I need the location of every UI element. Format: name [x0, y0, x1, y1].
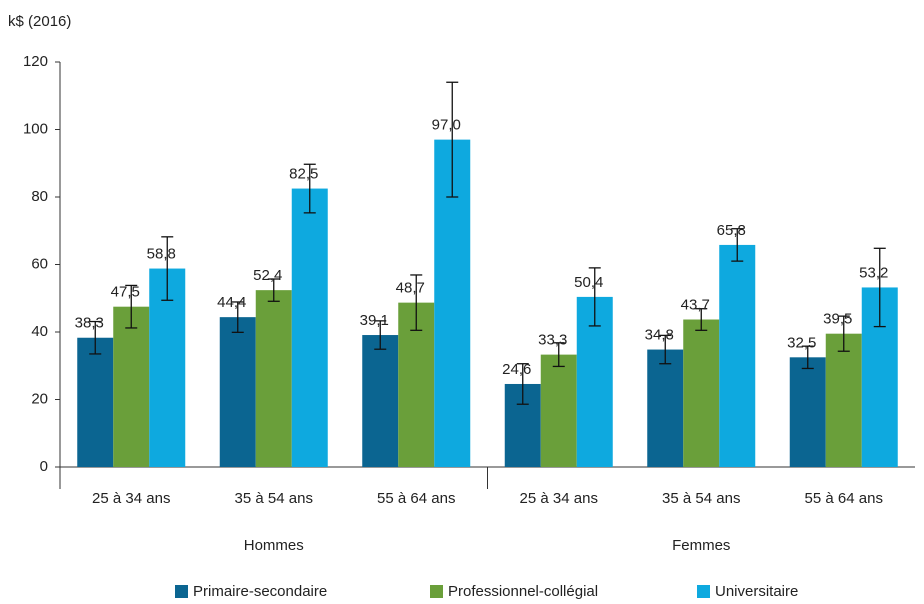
- bar: [683, 319, 720, 467]
- legend-label: Professionnel-collégial: [448, 583, 598, 600]
- value-label: 48,7: [396, 280, 425, 297]
- value-label: 43,7: [681, 296, 710, 313]
- bar: [149, 268, 186, 467]
- bar: [825, 333, 862, 467]
- group-label: Femmes: [672, 537, 730, 554]
- y-tick-label: 60: [31, 255, 48, 272]
- legend-label: Primaire-secondaire: [193, 583, 327, 600]
- value-label: 44,4: [217, 294, 246, 311]
- bar: [362, 335, 399, 467]
- bar: [77, 337, 114, 467]
- value-label: 33,3: [538, 332, 567, 349]
- bar: [647, 349, 684, 467]
- y-axis-label: k$ (2016): [8, 13, 71, 30]
- bar: [113, 306, 150, 467]
- x-tick-label: 55 à 64 ans: [805, 490, 883, 507]
- value-label: 53,2: [859, 264, 888, 281]
- y-tick-label: 40: [31, 323, 48, 340]
- bar: [219, 317, 256, 467]
- value-label: 82,5: [289, 166, 318, 183]
- bar: [789, 357, 826, 467]
- value-label: 65,8: [717, 222, 746, 239]
- legend-swatch: [175, 585, 188, 598]
- bar: [719, 244, 756, 467]
- y-tick-label: 20: [31, 390, 48, 407]
- bar: [540, 354, 577, 467]
- y-tick-label: 80: [31, 188, 48, 205]
- value-label: 97,0: [432, 117, 461, 134]
- value-label: 32,5: [787, 334, 816, 351]
- value-label: 24,6: [502, 361, 531, 378]
- x-tick-label: 35 à 54 ans: [662, 490, 740, 507]
- value-label: 34,8: [645, 327, 674, 344]
- legend-label: Universitaire: [715, 583, 798, 600]
- x-tick-label: 55 à 64 ans: [377, 490, 455, 507]
- legend-swatch: [697, 585, 710, 598]
- y-tick-label: 120: [23, 53, 48, 70]
- x-tick-label: 35 à 54 ans: [235, 490, 313, 507]
- x-tick-label: 25 à 34 ans: [92, 490, 170, 507]
- value-label: 38,3: [75, 315, 104, 332]
- value-label: 50,4: [574, 274, 603, 291]
- y-tick-label: 100: [23, 120, 48, 137]
- value-label: 39,5: [823, 311, 852, 328]
- bar: [291, 188, 328, 467]
- legend-swatch: [430, 585, 443, 598]
- value-label: 47,5: [111, 284, 140, 301]
- bar: [255, 290, 292, 467]
- value-label: 39,1: [360, 312, 389, 329]
- value-label: 58,8: [147, 246, 176, 263]
- x-tick-label: 25 à 34 ans: [520, 490, 598, 507]
- group-label: Hommes: [244, 537, 304, 554]
- value-label: 52,4: [253, 267, 282, 284]
- y-tick-label: 0: [40, 458, 48, 475]
